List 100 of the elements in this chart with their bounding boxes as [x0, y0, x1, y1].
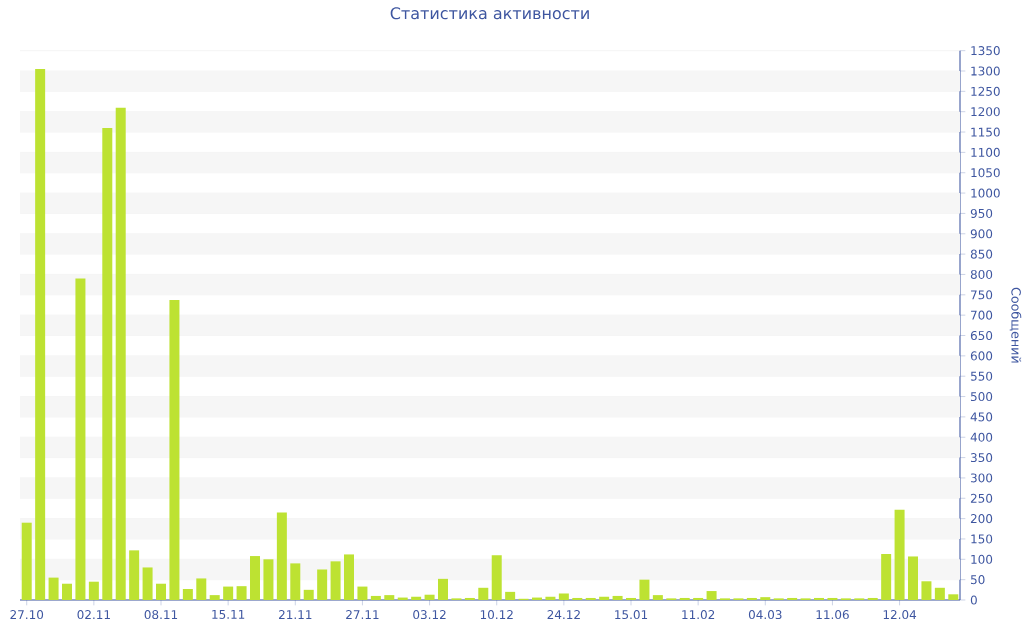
bar [934, 587, 945, 600]
bar [639, 579, 650, 600]
bar [867, 597, 878, 600]
x-tick-label: 27.11 [346, 610, 379, 619]
bar [827, 597, 838, 600]
bar [35, 68, 46, 600]
x-tick-label: 11.02 [682, 610, 715, 620]
y-tick-label: 50 [970, 575, 985, 585]
bar [196, 578, 207, 600]
y-tick-label: 950 [970, 208, 993, 218]
y-tick-label: 0 [970, 595, 977, 605]
bar [370, 595, 381, 600]
bar [384, 595, 395, 600]
bar [921, 581, 932, 600]
bar [585, 597, 596, 600]
bar [62, 583, 72, 600]
bar [115, 107, 126, 600]
bar [438, 578, 449, 600]
bar [679, 597, 690, 600]
y-tick-label: 800 [970, 269, 993, 279]
bar [908, 556, 919, 600]
y-tick-label: 250 [970, 493, 993, 503]
bar [88, 581, 99, 600]
y-tick-label: 150 [971, 534, 993, 544]
x-tick-label: 24.12 [547, 610, 580, 619]
bar [491, 555, 502, 600]
y-tick-label: 700 [971, 310, 993, 320]
bar [156, 583, 166, 600]
y-tick-label: 300 [970, 473, 993, 483]
bar [317, 569, 328, 600]
y-tick-label: 850 [970, 249, 993, 259]
bar [505, 591, 516, 600]
x-tick-label: 10.12 [480, 610, 513, 620]
bar [330, 561, 341, 600]
y-tick-label: 350 [970, 453, 993, 463]
bar [75, 278, 86, 600]
bar [693, 597, 704, 600]
bar [236, 586, 247, 600]
bar [411, 596, 422, 600]
bar [263, 559, 274, 600]
bar [290, 563, 301, 600]
bar [612, 595, 623, 600]
y-tick-label: 900 [970, 229, 993, 239]
bar [545, 596, 556, 600]
bar [706, 591, 717, 600]
x-tick-label: 03.12 [413, 610, 446, 620]
chart-title: Статистика активности [390, 7, 589, 20]
bar [182, 589, 193, 600]
bar [129, 550, 140, 600]
bar [276, 512, 287, 600]
y-tick-label: 750 [971, 290, 993, 300]
bar [814, 597, 825, 600]
y-tick-label: 650 [970, 330, 993, 341]
bar [881, 554, 892, 600]
y-tick-label: 1250 [971, 86, 1000, 96]
bar [478, 587, 489, 600]
bar [102, 127, 113, 600]
y-tick-label: 1300 [971, 66, 1000, 76]
y-tick-label: 1100 [971, 147, 1000, 157]
y-tick-label: 500 [970, 392, 993, 402]
bar [223, 586, 234, 600]
y-tick-label: 600 [970, 351, 993, 361]
bar [652, 595, 663, 600]
y-tick-label: 1200 [971, 107, 1000, 117]
bar [424, 594, 435, 600]
y-tick-label: 450 [970, 412, 993, 422]
y-tick-label: 1000 [971, 188, 1000, 198]
x-tick-label: 15.11 [212, 610, 245, 619]
x-tick-label: 15.01 [615, 610, 648, 620]
bar [21, 522, 32, 600]
bar [558, 593, 569, 600]
x-tick-label: 21.11 [278, 610, 312, 619]
y-axis-title: Сообщений [1009, 287, 1022, 363]
x-tick-label: 02.11 [77, 610, 110, 620]
bar [303, 589, 314, 600]
bar [572, 597, 583, 600]
bar [209, 595, 220, 600]
bar [948, 594, 959, 600]
y-tick-label: 550 [970, 371, 993, 381]
x-tick-label: 04.03 [748, 610, 782, 620]
bar [344, 554, 355, 600]
bar [746, 597, 757, 600]
bar [142, 567, 153, 600]
y-tick-label: 1350 [971, 46, 1000, 56]
y-tick-label: 1150 [971, 127, 1000, 137]
x-tick-label: 27.10 [10, 610, 44, 620]
bar [894, 509, 905, 600]
y-tick-label: 200 [970, 514, 993, 524]
bar [787, 597, 798, 600]
x-tick-label: 12.04 [883, 610, 917, 620]
bar [599, 596, 610, 600]
bar [357, 586, 368, 600]
x-tick-label: 11.06 [816, 610, 849, 620]
bar [464, 597, 475, 600]
x-tick-label: 08.11 [144, 610, 178, 620]
bar [760, 597, 771, 600]
y-tick-label: 400 [970, 432, 993, 442]
bar [169, 300, 180, 600]
y-tick-label: 100 [971, 554, 993, 564]
bar [48, 577, 59, 600]
